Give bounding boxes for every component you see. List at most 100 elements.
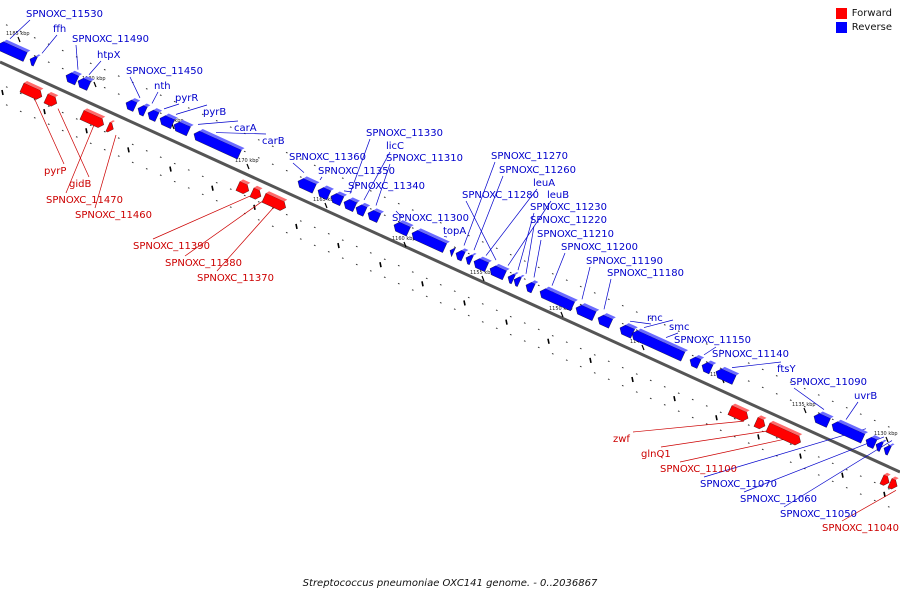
tick-mark: [75, 136, 78, 138]
gene-body: [513, 276, 522, 287]
gene-bevel: [303, 176, 320, 185]
tick-marks: [1, 24, 890, 508]
leader-line: [665, 332, 679, 338]
gene-bevel: [179, 119, 194, 127]
tick-mark: [495, 247, 498, 250]
reverse-gene-label: SPNOXC_11450: [126, 66, 203, 77]
reverse-gene: [539, 286, 578, 312]
tick-mark: [817, 456, 820, 458]
tick-mark: [33, 37, 36, 39]
gene-body: [449, 247, 456, 258]
tick-mark-major: [253, 204, 256, 210]
tick-mark: [509, 333, 512, 336]
tick-mark: [495, 327, 498, 330]
reverse-gene-label: nth: [154, 81, 171, 92]
gene-body: [813, 413, 831, 428]
tick-mark: [481, 321, 484, 323]
gene-bevel: [871, 435, 881, 440]
tick-mark: [579, 285, 582, 288]
forward-gene: [261, 191, 288, 211]
tick-mark: [887, 488, 890, 490]
tick-mark: [593, 354, 596, 356]
tick-mark: [285, 169, 288, 172]
tick-mark: [411, 271, 414, 273]
gene-body: [887, 478, 898, 490]
gene-body: [473, 258, 489, 272]
reverse-gene: [147, 108, 163, 122]
gene-bevel: [837, 419, 869, 435]
tick-mark: [719, 349, 722, 352]
tick-mark: [187, 187, 190, 189]
leader-line: [507, 200, 552, 266]
tick-mark: [425, 277, 428, 280]
gene-bevel: [83, 76, 94, 82]
tick-mark: [159, 94, 162, 97]
tick-mark: [803, 405, 806, 408]
forward-gene-label: gidB: [69, 179, 91, 190]
gene-bevel: [110, 120, 115, 123]
gene-body: [619, 324, 635, 339]
gene-bevel: [519, 274, 525, 278]
reverse-gene: [575, 303, 600, 321]
scale-tick: [93, 81, 97, 88]
tick-mark: [383, 276, 386, 279]
tick-mark: [761, 386, 764, 389]
tick-mark: [411, 227, 414, 229]
reverse-gene-label: carA: [234, 123, 257, 134]
leader-line: [75, 44, 79, 70]
tick-mark: [467, 252, 470, 255]
leader-line: [292, 162, 305, 173]
tick-mark: [789, 443, 792, 446]
leader-line: [643, 319, 674, 328]
leader-line: [9, 19, 31, 39]
reverse-gene: [597, 313, 616, 329]
tick-mark: [887, 444, 890, 446]
tick-mark: [271, 163, 274, 166]
tick-mark: [397, 282, 400, 285]
tick-mark: [89, 62, 92, 65]
tick-mark: [285, 213, 288, 216]
forward-gene-label: SPNOXC_11100: [660, 464, 737, 475]
tick-mark: [551, 273, 554, 275]
tick-mark: [229, 206, 232, 208]
tick-mark: [453, 290, 456, 292]
gene-bevel: [707, 360, 717, 365]
tick-mark: [243, 150, 246, 153]
genome-backbone: [0, 60, 900, 474]
reverse-gene: [125, 98, 141, 112]
tick-mark: [271, 145, 274, 148]
tick-mark: [131, 161, 134, 164]
scale-tick: [246, 163, 250, 170]
leader-line: [175, 104, 208, 115]
gene-body: [575, 304, 597, 321]
forward-gene: [765, 420, 803, 446]
reverse-gene-label: SPNOXC_11340: [348, 181, 425, 192]
reverse-gene-label: SPNOXC_11060: [740, 494, 817, 505]
tick-mark: [859, 493, 862, 495]
tick-mark: [425, 295, 428, 298]
tick-mark: [5, 86, 8, 88]
tick-mark: [355, 263, 358, 266]
leader-line: [525, 225, 535, 274]
leader-line: [679, 438, 785, 463]
gene-bevel: [336, 191, 347, 197]
tick-mark: [719, 429, 722, 432]
tick-mark: [537, 346, 540, 349]
reverse-gene: [689, 355, 705, 369]
gene-body: [249, 187, 262, 200]
leader-line: [216, 206, 275, 272]
leader-line: [375, 163, 391, 206]
tick-mark: [201, 175, 204, 178]
gene-body: [317, 187, 332, 201]
tick-mark: [397, 202, 400, 205]
reverse-gene-label: SPNOXC_11530: [26, 9, 103, 20]
tick-mark: [19, 30, 22, 33]
scale-label: 1170 kbp: [235, 158, 259, 164]
tick-mark: [873, 481, 876, 484]
scale-label: 1155 kbp: [470, 270, 494, 276]
leader-line: [129, 76, 141, 99]
leader-line: [349, 138, 371, 194]
reverse-gene: [619, 323, 638, 339]
tick-mark: [705, 405, 708, 407]
leader-line: [41, 34, 58, 54]
